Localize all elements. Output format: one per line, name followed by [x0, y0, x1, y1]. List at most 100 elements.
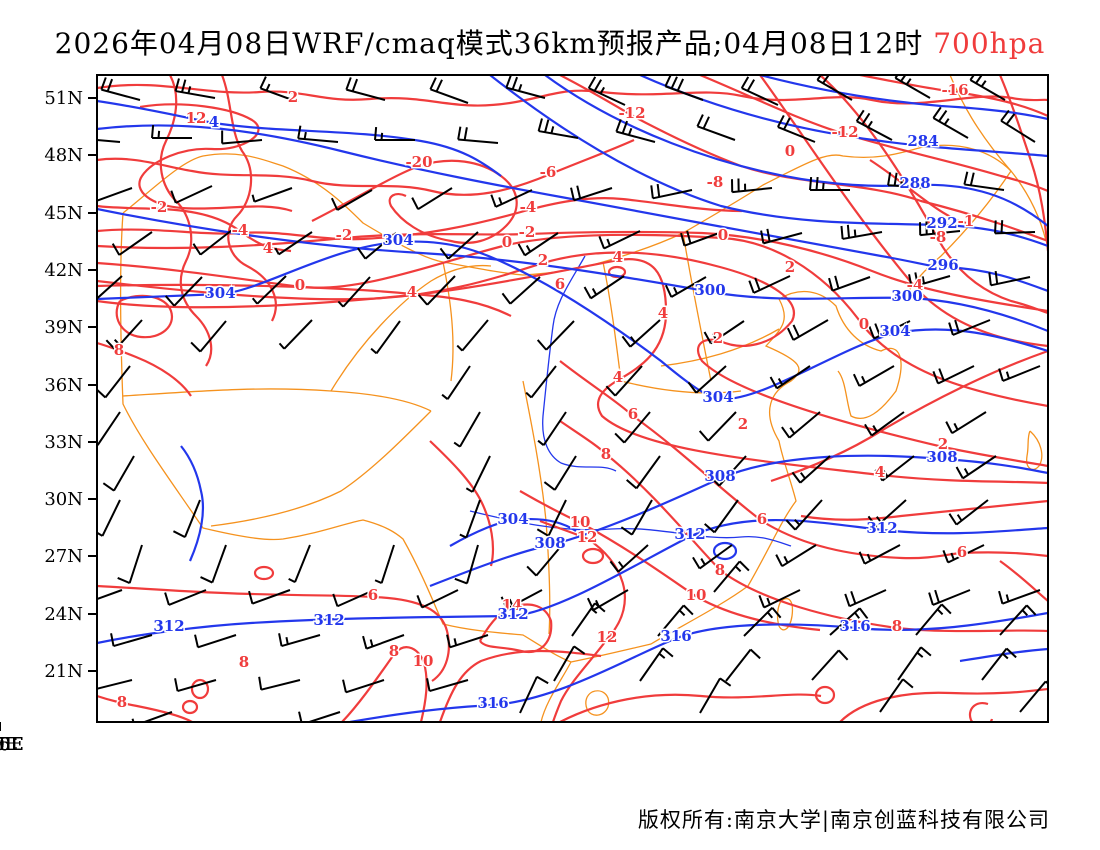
lat-tick-label: 30N	[44, 489, 83, 510]
lat-tick-label: 48N	[44, 145, 83, 166]
contour-label: -2	[336, 226, 353, 244]
wind-barb	[456, 319, 489, 352]
wind-barb	[864, 411, 905, 437]
wind-barb	[932, 106, 969, 139]
wind-barb	[536, 320, 575, 351]
wind-barb	[897, 646, 932, 681]
contour-label: 4	[613, 368, 623, 386]
contour-label: 4	[407, 283, 417, 301]
contour-label: 304	[702, 388, 733, 406]
contour-label: 8	[601, 445, 611, 463]
wind-barb	[170, 185, 213, 204]
contour-label: 12	[597, 628, 618, 646]
contour-label: 6	[628, 405, 638, 423]
lon-tick-label: 115E	[0, 734, 24, 755]
wind-barb	[342, 679, 385, 694]
wind-barb	[713, 560, 750, 593]
lon-tick-label: 80E	[0, 734, 18, 755]
wind-barb	[840, 224, 883, 240]
contour-label: 0	[718, 226, 728, 244]
contour-label: -12	[618, 104, 645, 122]
wind-barb	[948, 319, 991, 336]
wind-barb	[945, 411, 987, 435]
wind-barb	[615, 119, 656, 143]
axes: 51N 48N 45N 42N 39N 36N 33N 30N 27N 24N 21N 80E85E9…	[0, 88, 97, 755]
contour-label: 6	[757, 510, 767, 528]
wind-barb	[858, 544, 901, 565]
contour-label: -2	[519, 223, 536, 241]
wind-barb	[844, 589, 887, 608]
contour-label: -8	[930, 228, 947, 246]
wind-barb	[664, 276, 707, 298]
contour-label: -4	[907, 276, 924, 294]
contour-label: 0	[502, 233, 512, 251]
contour-label: 304	[382, 231, 413, 249]
wind-barb	[174, 678, 217, 692]
wind-barb	[657, 604, 694, 637]
wind-barb	[259, 76, 299, 103]
wind-barb	[454, 544, 479, 585]
contour-label: 8	[117, 693, 127, 711]
contour-label: -2	[151, 198, 168, 216]
wind-barb	[110, 633, 153, 647]
wind-barb	[620, 499, 653, 536]
wind-barb	[605, 365, 643, 397]
wind-barb	[791, 455, 831, 484]
contour-label: 2	[938, 435, 948, 453]
contour-label: 292	[926, 214, 957, 232]
contour-label: 10	[686, 586, 707, 604]
lon-tick-label: 90E	[0, 734, 18, 755]
contour-label: 2	[713, 329, 723, 347]
wind-barb	[918, 221, 961, 237]
wind-barb	[174, 78, 216, 99]
wind-barb	[172, 499, 201, 538]
contour-label: 10	[570, 513, 591, 531]
wind-barb	[426, 678, 469, 692]
wind-barb	[457, 126, 499, 144]
lat-tick-label: 21N	[44, 661, 83, 682]
wind-barb	[626, 455, 661, 490]
wind-barb	[583, 275, 625, 300]
wind-barb	[621, 319, 661, 348]
wind-barb	[725, 648, 761, 682]
contour-label: 288	[899, 174, 930, 192]
contour-label: 312	[313, 611, 344, 629]
wind-barb	[874, 455, 915, 482]
contour-label: 316	[477, 694, 508, 712]
pressure-level-label: 700hpa	[933, 27, 1046, 60]
wind-barb	[699, 677, 732, 714]
wind-barb	[553, 645, 586, 682]
wind-barb	[981, 647, 1017, 681]
wind-barb	[998, 589, 1041, 605]
wind-barb	[696, 114, 736, 141]
contour-label: 4	[658, 304, 668, 322]
lon-tick-label: 105E	[0, 734, 24, 755]
contour-label: 308	[926, 448, 957, 466]
lon-tick-label: 110E	[0, 734, 24, 755]
contour-label: 4	[613, 248, 623, 266]
contour-label: 8	[715, 561, 725, 579]
contour-label: 284	[907, 132, 938, 150]
contour-label: 304	[497, 510, 528, 528]
contour-label: 304	[879, 322, 910, 340]
contour-label: 6	[957, 543, 967, 561]
wind-barb	[97, 499, 121, 537]
contour-label: -4	[520, 198, 537, 216]
wind-barb	[614, 411, 651, 444]
wind-barb	[775, 544, 817, 568]
contour-label: 8	[114, 341, 124, 359]
wind-barb	[525, 365, 557, 399]
wind-barb	[194, 634, 237, 649]
wind-barb	[131, 711, 173, 722]
wind-barb	[251, 275, 287, 305]
isotherm-contours	[97, 75, 1048, 722]
wind-barb	[439, 231, 479, 260]
wind-barb	[453, 411, 481, 448]
wind-barb	[785, 499, 823, 531]
wind-barb	[251, 187, 293, 203]
contour-label: 8	[892, 617, 902, 635]
wind-barb	[698, 411, 737, 442]
contour-label: 0	[785, 142, 795, 160]
wind-barb	[100, 77, 141, 101]
